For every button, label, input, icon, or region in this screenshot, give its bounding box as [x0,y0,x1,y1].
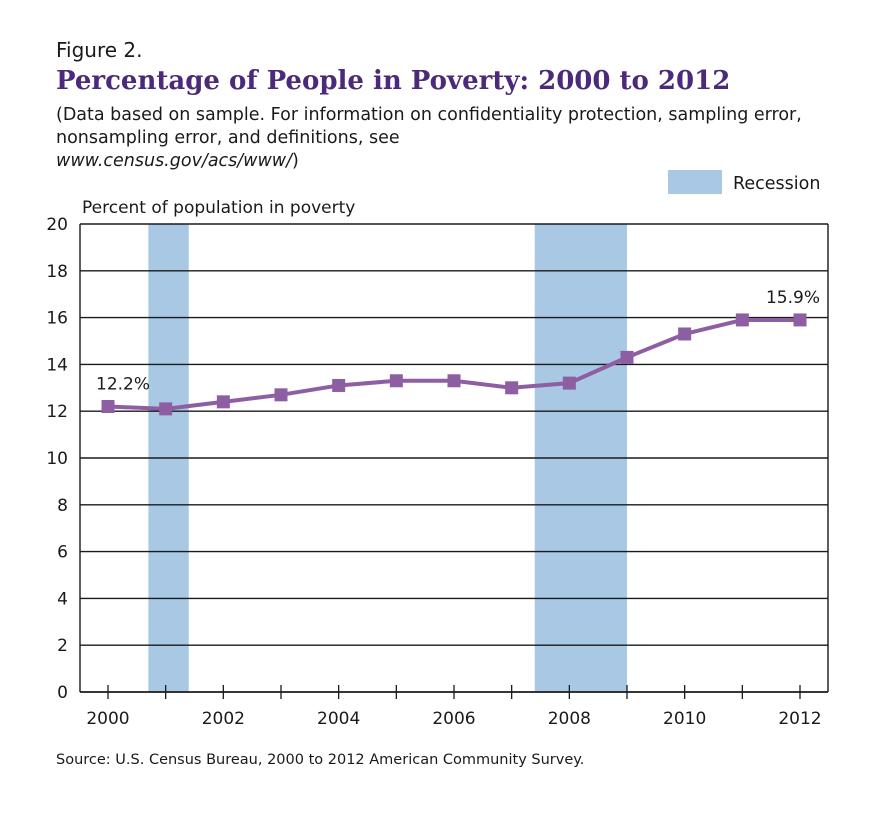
data-point-2001 [159,402,173,416]
legend-recession-label: Recession [733,174,820,194]
x-tick-label-2004: 2004 [317,709,360,729]
data-point-2005 [389,374,403,388]
y-tick-label-2: 2 [57,636,68,656]
x-tick-label-2010: 2010 [663,709,706,729]
y-tick-label-14: 14 [46,355,68,375]
y-axis-label: Percent of population in poverty [82,198,355,218]
chart-title: Percentage of People in Poverty: 2000 to… [56,66,731,96]
data-point-2003 [274,388,288,402]
data-point-2008 [562,376,576,390]
figure-label: Figure 2. [56,38,143,62]
y-tick-label-20: 20 [46,215,68,235]
data-point-2006 [447,374,461,388]
x-tick-label-2000: 2000 [86,709,129,729]
gridlines [80,223,828,693]
axes [79,224,829,699]
x-tick-label-2006: 2006 [432,709,475,729]
data-point-2009 [620,350,634,364]
data-point-2007 [505,381,519,395]
y-tick-label-8: 8 [57,496,68,516]
annotation-2012: 15.9% [766,288,820,308]
data-point-2004 [332,378,346,392]
data-point-2000 [101,400,115,414]
series-poverty [101,313,807,416]
y-tick-label-12: 12 [46,402,68,422]
chart-labels: 0 2 4 6 8 10 12 14 16 18 20 2000 2002 2004 2006 2008 201… [46,170,822,729]
chart-subtitle: (Data based on sample. For information o… [56,104,816,173]
subtitle-close: ) [292,151,299,171]
y-tick-label-4: 4 [57,589,68,609]
y-tick-label-18: 18 [46,262,68,282]
subtitle-url: www.census.gov/acs/www/ [56,151,293,171]
data-point-2010 [678,327,692,341]
annotation-2000: 12.2% [96,375,150,395]
subtitle-text: (Data based on sample. For information o… [56,105,802,148]
y-tick-label-0: 0 [57,683,68,703]
legend-recession-swatch [668,170,722,194]
y-tick-label-6: 6 [57,543,68,563]
data-point-2011 [735,313,749,327]
x-tick-label-2012: 2012 [778,709,821,729]
data-point-2012 [793,313,807,327]
y-tick-label-10: 10 [46,449,68,469]
data-point-2002 [216,395,230,409]
source-note: Source: U.S. Census Bureau, 2000 to 2012… [56,752,585,768]
x-tick-label-2008: 2008 [548,709,591,729]
x-tick-label-2002: 2002 [202,709,245,729]
y-tick-label-16: 16 [46,309,68,329]
